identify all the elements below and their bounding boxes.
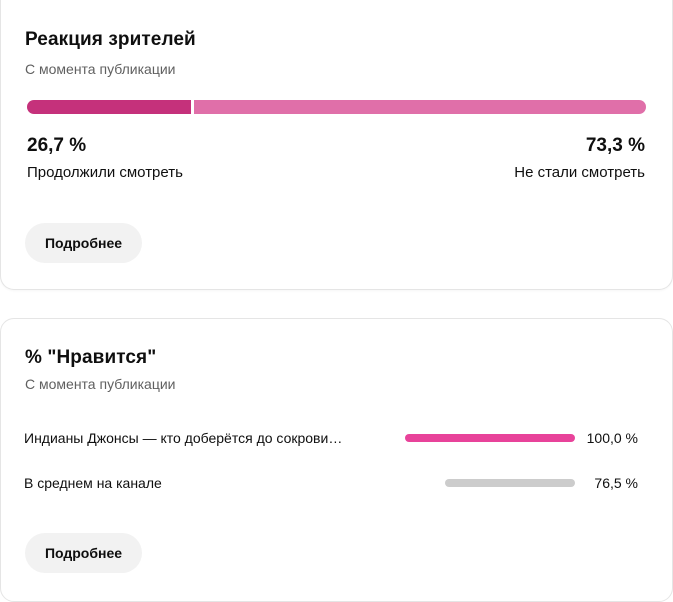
retention-more-button[interactable]: Подробнее <box>25 223 142 263</box>
likes-ratio-card: % "Нравится" С момента публикации Индиан… <box>0 318 673 602</box>
retention-split-bar <box>27 100 646 114</box>
continued-watching-segment <box>27 100 191 114</box>
segment-divider <box>191 100 194 114</box>
channel-average-value: 76,5 % <box>594 475 638 491</box>
channel-average-label: В среднем на канале <box>24 475 162 491</box>
retention-card-title: Реакция зрителей <box>25 29 196 50</box>
stopped-watching-value: 73,3 % <box>585 135 645 156</box>
likes-card-subtitle: С момента публикации <box>25 376 176 392</box>
likes-more-button[interactable]: Подробнее <box>25 533 142 573</box>
likes-card-title: % "Нравится" <box>25 347 157 368</box>
audience-retention-card: Реакция зрителей С момента публикации 26… <box>0 0 673 290</box>
stopped-watching-label: Не стали смотреть <box>514 164 645 181</box>
video-likes-bar-track <box>405 434 575 442</box>
retention-card-subtitle: С момента публикации <box>25 61 176 77</box>
video-likes-bar <box>405 434 575 442</box>
channel-average-bar-track <box>405 479 575 487</box>
channel-average-bar <box>445 479 575 487</box>
continued-watching-value: 26,7 % <box>27 135 87 156</box>
video-likes-value: 100,0 % <box>586 430 638 446</box>
stopped-watching-segment <box>194 100 646 114</box>
continued-watching-label: Продолжили смотреть <box>27 164 183 181</box>
video-title-label: Индианы Джонсы — кто доберётся до сокров… <box>24 430 343 446</box>
